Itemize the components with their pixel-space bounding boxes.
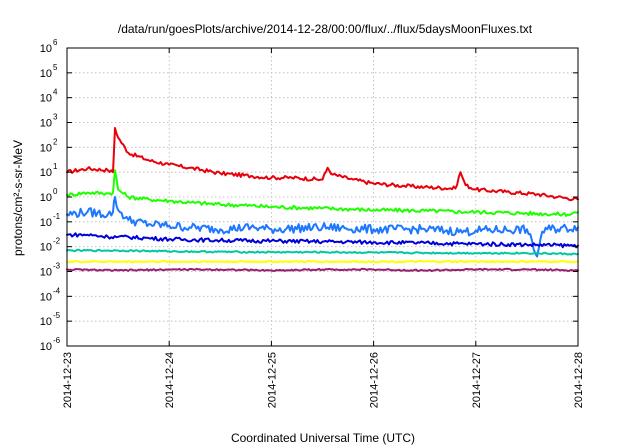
y-tick-exponent: -2 xyxy=(53,237,61,246)
y-axis-title: protons/cm²-s-sr-MeV xyxy=(11,140,25,256)
y-tick-label: 10 xyxy=(40,217,52,229)
y-tick-exponent: -5 xyxy=(53,311,61,320)
y-tick-exponent: 5 xyxy=(53,63,58,72)
y-tick-label: 10 xyxy=(40,341,52,353)
y-tick-label: 10 xyxy=(40,242,52,254)
grid-layer xyxy=(67,48,578,346)
flux-series-line xyxy=(66,196,579,258)
x-axis-title: Coordinated Universal Time (UTC) xyxy=(231,431,415,445)
chart-title: /data/run/goesPlots/archive/2014-12-28/0… xyxy=(118,22,533,36)
axis-layer: 10-610-510-410-310-210-11001011021031041… xyxy=(40,38,585,408)
y-tick-exponent: 1 xyxy=(53,162,58,171)
y-tick-label: 10 xyxy=(40,267,52,279)
x-tick-label: 2014-12-25 xyxy=(266,352,278,408)
y-tick-exponent: 4 xyxy=(53,88,58,97)
y-tick-label: 10 xyxy=(40,68,52,80)
y-tick-label: 10 xyxy=(40,142,52,154)
y-tick-label: 10 xyxy=(40,316,52,328)
y-tick-label: 10 xyxy=(40,167,52,179)
flux-series-line xyxy=(66,232,579,249)
x-tick-label: 2014-12-27 xyxy=(471,352,483,408)
flux-series-line xyxy=(66,127,579,202)
flux-series-line xyxy=(66,248,579,256)
x-tick-label: 2014-12-28 xyxy=(573,352,585,408)
y-tick-label: 10 xyxy=(40,93,52,105)
x-tick-label: 2014-12-26 xyxy=(369,352,381,408)
x-tick-label: 2014-12-23 xyxy=(62,352,74,408)
y-tick-label: 10 xyxy=(40,291,52,303)
y-tick-exponent: -3 xyxy=(53,262,61,271)
y-tick-label: 10 xyxy=(40,118,52,130)
flux-series-line xyxy=(66,169,579,217)
y-tick-label: 10 xyxy=(40,192,52,204)
flux-series-line xyxy=(66,259,579,264)
y-tick-exponent: 0 xyxy=(53,187,58,196)
y-tick-exponent: 2 xyxy=(53,137,58,146)
y-tick-exponent: 3 xyxy=(53,113,58,122)
series-layer xyxy=(66,127,579,273)
flux-series-line xyxy=(66,267,579,273)
y-tick-exponent: -6 xyxy=(53,336,61,345)
y-tick-label: 10 xyxy=(40,43,52,55)
y-tick-exponent: -1 xyxy=(53,212,61,221)
y-tick-exponent: -4 xyxy=(53,286,61,295)
x-tick-label: 2014-12-24 xyxy=(164,352,176,408)
y-tick-exponent: 6 xyxy=(53,38,58,47)
